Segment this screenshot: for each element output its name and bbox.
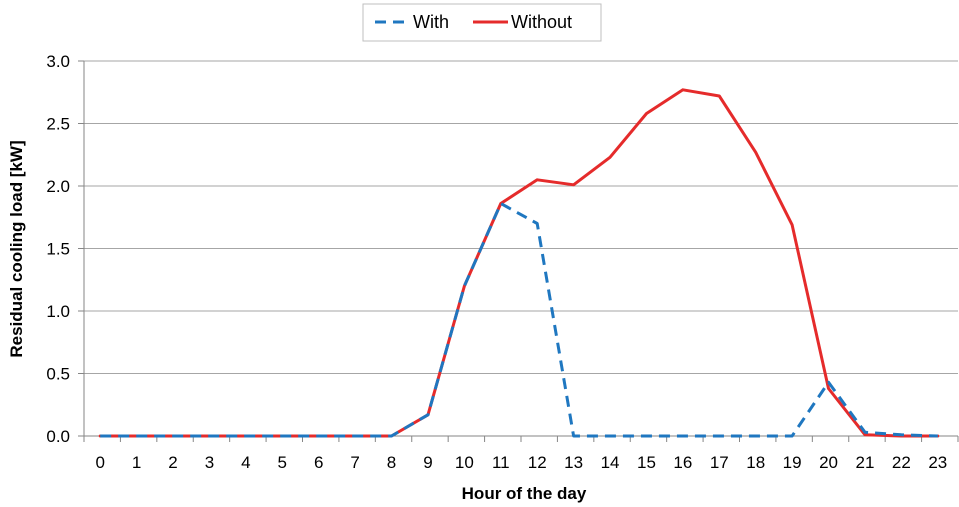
y-tick-label-5: 2.5 (46, 115, 70, 134)
x-tick-label-7: 7 (350, 453, 359, 472)
x-tick-label-1: 1 (132, 453, 141, 472)
y-axis-tick-labels: 0.0 0.5 1.0 1.5 2.0 2.5 3.0 (46, 52, 70, 446)
x-tick-label-11: 11 (492, 453, 510, 472)
y-tick-label-1: 0.5 (46, 365, 70, 384)
x-tick-label-21: 21 (855, 453, 874, 472)
x-tick-label-14: 14 (601, 453, 620, 472)
x-tick-label-3: 3 (205, 453, 214, 472)
x-tick-label-17: 17 (710, 453, 729, 472)
x-tick-label-15: 15 (637, 453, 656, 472)
legend-label-with: With (413, 12, 449, 32)
axes (78, 60, 959, 442)
x-tick-label-20: 20 (819, 453, 838, 472)
x-tick-label-12: 12 (528, 453, 547, 472)
y-tick-label-4: 2.0 (46, 177, 70, 196)
x-tick-label-4: 4 (241, 453, 250, 472)
x-tick-label-9: 9 (423, 453, 432, 472)
x-tick-label-8: 8 (387, 453, 396, 472)
y-tick-label-6: 3.0 (46, 52, 70, 71)
x-tick-label-6: 6 (314, 453, 323, 472)
y-axis-title: Residual cooling load [kW] (7, 140, 26, 357)
x-tick-label-13: 13 (564, 453, 583, 472)
x-tick-label-19: 19 (783, 453, 802, 472)
y-tick-label-0: 0.0 (46, 427, 70, 446)
legend-label-without: Without (511, 12, 572, 32)
x-tick-label-0: 0 (95, 453, 104, 472)
x-tick-label-22: 22 (892, 453, 911, 472)
x-axis-title: Hour of the day (462, 484, 587, 503)
series-line-without (98, 88, 940, 438)
series-line-with (100, 202, 938, 438)
legend: With Without (362, 3, 602, 42)
series-lines (98, 88, 940, 438)
y-tick-label-2: 1.0 (46, 302, 70, 321)
x-tick-label-2: 2 (168, 453, 177, 472)
x-tick-label-10: 10 (455, 453, 474, 472)
x-tick-label-23: 23 (928, 453, 947, 472)
x-axis-tick-labels: 0 1 2 3 4 5 6 7 8 9 10 11 12 13 14 15 16 17 18 19 20 21 22 23 (95, 453, 947, 472)
x-tick-label-16: 16 (673, 453, 692, 472)
gridlines (84, 60, 958, 374)
y-tick-label-3: 1.5 (46, 240, 70, 259)
x-tick-label-18: 18 (746, 453, 765, 472)
x-tick-label-5: 5 (278, 453, 287, 472)
